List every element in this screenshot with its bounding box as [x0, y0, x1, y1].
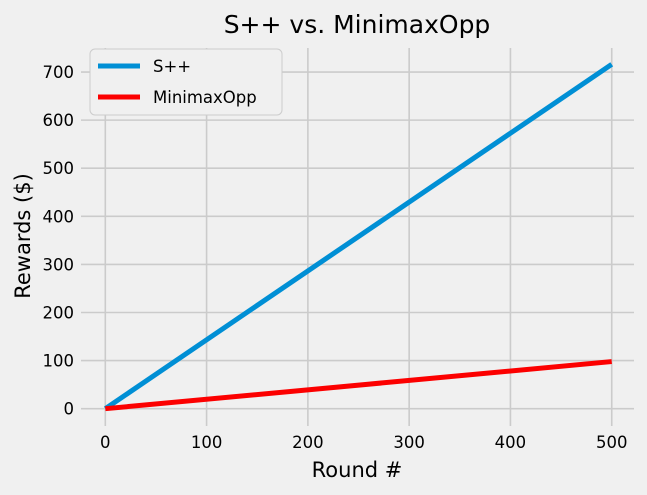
- grid: [81, 48, 634, 426]
- series-line-1: [105, 359, 612, 412]
- y-tick-label: 500: [43, 159, 75, 178]
- x-tick-label: 200: [292, 433, 324, 452]
- y-tick-label: 0: [64, 400, 75, 419]
- series-line-0: [103, 62, 614, 411]
- y-tick-label: 100: [43, 352, 75, 371]
- x-axis-label: Round #: [312, 458, 403, 482]
- legend-label: MinimaxOpp: [153, 88, 257, 107]
- series-lines: [103, 62, 614, 412]
- x-tick-label: 0: [100, 433, 111, 452]
- chart-title: S++ vs. MinimaxOpp: [224, 10, 491, 39]
- legend-label: S++: [153, 57, 191, 76]
- x-tick-label: 100: [191, 433, 223, 452]
- y-tick-label: 600: [43, 111, 75, 130]
- y-axis-label: Rewards ($): [11, 173, 35, 299]
- x-tick-label: 300: [393, 433, 425, 452]
- legend: S++ MinimaxOpp: [89, 48, 283, 116]
- y-tick-label: 400: [43, 207, 75, 226]
- y-tick-label: 700: [43, 63, 75, 82]
- tick-labels: 0 100 200 300 400 500 0 100 200 300 400 500 600 700: [43, 63, 628, 452]
- x-tick-label: 400: [495, 433, 527, 452]
- x-tick-label: 500: [596, 433, 628, 452]
- y-tick-label: 200: [43, 304, 75, 323]
- y-tick-label: 300: [43, 255, 75, 274]
